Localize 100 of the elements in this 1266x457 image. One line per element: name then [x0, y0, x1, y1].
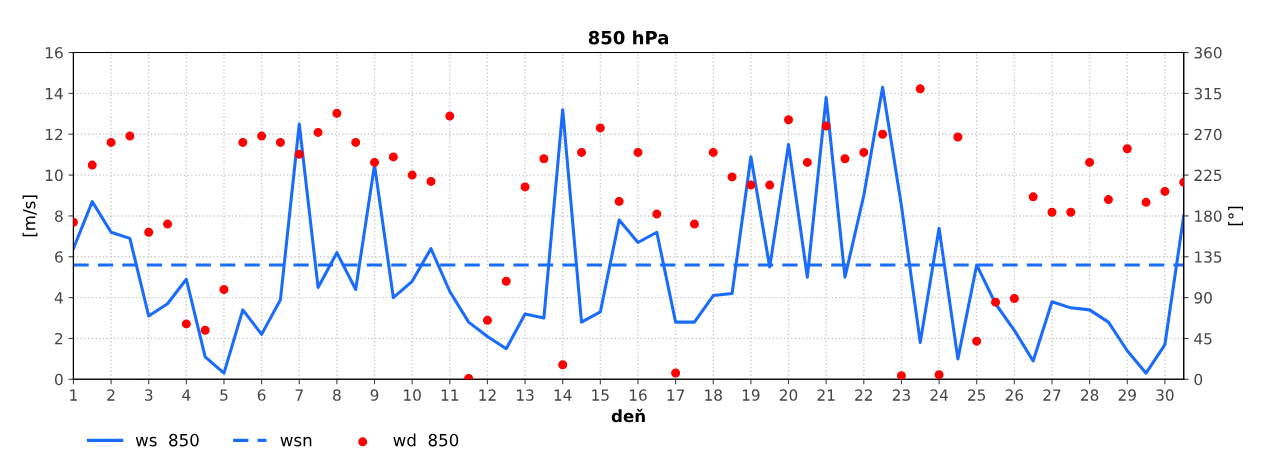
point — [407, 170, 417, 180]
y2-tick-label: 135 — [1195, 251, 1222, 263]
point — [426, 176, 436, 186]
x-tick-label: 18 — [705, 389, 722, 401]
point — [1160, 186, 1170, 196]
x-tick-label: 21 — [817, 389, 835, 401]
point — [708, 147, 718, 157]
x-tick-label: 11 — [441, 389, 459, 401]
point — [313, 127, 323, 137]
x-tick-label: 26 — [1005, 389, 1024, 401]
y2-tick-label: 0 — [1194, 373, 1203, 386]
x-tick-label: 1 — [70, 389, 77, 401]
x-tick-label: 2 — [107, 389, 115, 401]
point — [1103, 195, 1113, 205]
point — [125, 131, 135, 141]
x-tick-label: 15 — [592, 389, 609, 401]
point — [991, 297, 1001, 307]
point — [257, 131, 267, 141]
point — [1085, 157, 1095, 167]
point — [896, 371, 906, 380]
point — [144, 227, 154, 237]
y-tick-label: 16 — [45, 47, 63, 59]
x-tick-label: 24 — [930, 389, 948, 401]
x-tick-label: 17 — [667, 389, 685, 401]
x-tick-label: 27 — [1043, 389, 1061, 401]
y2-tick-label: 225 — [1194, 169, 1222, 182]
point — [332, 108, 342, 118]
point — [238, 137, 248, 147]
x-axis-title: deň — [611, 408, 645, 423]
point — [840, 154, 850, 164]
x-tick-label: 19 — [742, 389, 760, 401]
point — [953, 132, 963, 142]
point — [275, 137, 285, 147]
point — [1066, 207, 1076, 217]
point — [595, 123, 605, 133]
point — [746, 180, 756, 190]
y-tick-label: 4 — [54, 292, 63, 304]
x-tick-label: 9 — [370, 389, 379, 401]
point — [388, 152, 398, 162]
point — [445, 111, 455, 121]
x-tick-label: 28 — [1081, 389, 1099, 401]
y-axis-title: [m/s] — [22, 195, 38, 237]
point — [1122, 144, 1132, 154]
y-tick-label: 12 — [45, 128, 63, 141]
legend-label: wsn — [280, 436, 312, 447]
point — [1009, 294, 1019, 304]
point — [671, 368, 681, 378]
x-tick-label: 13 — [517, 389, 534, 401]
point — [370, 157, 380, 167]
point — [558, 360, 568, 370]
x-tick-label: 23 — [892, 389, 910, 401]
point — [1047, 207, 1057, 217]
x-tick-label: 4 — [182, 389, 191, 401]
point — [200, 325, 210, 335]
x-tick-label: 16 — [629, 389, 647, 401]
point — [1141, 197, 1151, 207]
y-tick-label: 10 — [45, 169, 63, 182]
x-tick-label: 30 — [1156, 389, 1174, 401]
chart-title: 850 hPa — [588, 30, 669, 45]
point — [1028, 192, 1038, 202]
point — [163, 219, 173, 229]
point — [351, 137, 361, 147]
point — [577, 147, 587, 157]
point — [614, 196, 624, 206]
point — [181, 319, 191, 329]
point — [106, 137, 116, 147]
point — [482, 315, 492, 325]
point — [784, 115, 794, 125]
x-tick-label: 25 — [968, 389, 986, 401]
point — [652, 209, 662, 219]
x-tick-label: 5 — [220, 389, 228, 401]
x-tick-label: 22 — [855, 389, 872, 401]
point — [501, 276, 511, 286]
point — [464, 373, 474, 380]
x-tick-label: 3 — [145, 389, 153, 401]
x-tick-label: 14 — [554, 389, 572, 401]
point — [802, 157, 812, 167]
y2-axis-title: [°] — [1228, 206, 1244, 226]
y-tick-label: 0 — [54, 373, 63, 386]
point — [821, 121, 831, 131]
y2-tick-label: 90 — [1194, 292, 1212, 304]
x-tick-label: 20 — [779, 389, 798, 401]
legend-label: wd 850 — [393, 433, 459, 447]
line-series — [73, 85, 1184, 375]
y-tick-label: 6 — [55, 251, 63, 263]
point — [633, 147, 643, 157]
point — [689, 219, 699, 229]
y2-tick-label: 270 — [1194, 128, 1222, 141]
x-tick-label: 12 — [479, 389, 496, 401]
point — [219, 284, 229, 294]
point — [539, 154, 549, 164]
point — [859, 147, 869, 157]
y-tick-label: 2 — [55, 332, 63, 345]
x-tick-label: 6 — [257, 389, 266, 401]
y2-tick-label: 180 — [1195, 210, 1222, 222]
x-tick-label: 7 — [295, 389, 303, 401]
x-tick-label: 29 — [1118, 389, 1136, 401]
point — [294, 149, 304, 159]
y-tick-label: 8 — [55, 210, 63, 222]
point — [87, 160, 97, 170]
